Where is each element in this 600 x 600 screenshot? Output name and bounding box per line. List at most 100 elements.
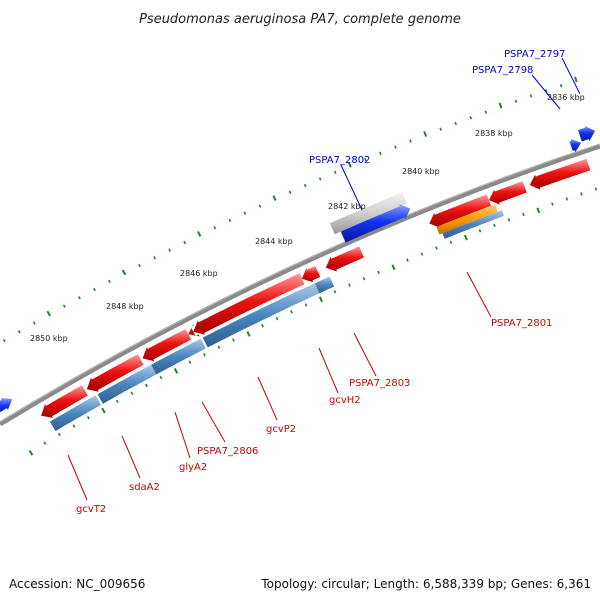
tick-label: 2840 kbp bbox=[402, 167, 440, 176]
gene-arrow-pspa7-2800[interactable] bbox=[489, 181, 527, 205]
cds-glya2[interactable] bbox=[151, 338, 206, 375]
minor-tick bbox=[594, 187, 598, 191]
minor-tick bbox=[565, 197, 569, 201]
minor-tick bbox=[116, 399, 119, 404]
minor-tick bbox=[258, 204, 262, 208]
genome-summary-text: Topology: circular; Length: 6,588,339 bp… bbox=[261, 577, 591, 591]
gene-label-pspa7-2801[interactable]: PSPA7_2801 bbox=[491, 318, 552, 329]
gene-label-pspa7-2806[interactable]: PSPA7_2806 bbox=[197, 446, 258, 457]
minor-tick bbox=[275, 316, 279, 321]
tick-label: 2844 kbp bbox=[255, 237, 293, 246]
tick-label: 2836 kbp bbox=[547, 93, 585, 102]
minor-tick bbox=[362, 277, 366, 281]
minor-tick bbox=[409, 139, 412, 143]
callout-line bbox=[561, 57, 581, 95]
reverse-strand-features bbox=[41, 158, 591, 418]
tick-label: 2846 kbp bbox=[180, 269, 218, 278]
gene-arrow-gcvt2[interactable] bbox=[41, 385, 88, 418]
gene-label-pspa7-2797[interactable]: PSPA7_2797 bbox=[504, 49, 565, 60]
minor-tick bbox=[130, 391, 134, 396]
genome-backbone-highlight bbox=[0, 143, 600, 423]
callout-line bbox=[67, 454, 88, 501]
minor-tick bbox=[168, 248, 172, 252]
minor-tick bbox=[469, 116, 473, 120]
minor-tick bbox=[435, 246, 438, 250]
minor-tick bbox=[57, 432, 61, 437]
minor-tick bbox=[32, 321, 36, 325]
gene-arrow-gcvh2[interactable] bbox=[301, 266, 321, 283]
minor-tick bbox=[188, 360, 192, 364]
gene-label-pspa7-2802[interactable]: PSPA7_2802 bbox=[309, 155, 370, 166]
minor-tick bbox=[484, 110, 488, 114]
gene-label-glya2[interactable]: glyA2 bbox=[179, 462, 207, 473]
minor-tick bbox=[318, 177, 322, 181]
cds-sdaa2[interactable] bbox=[97, 364, 157, 404]
minor-tick bbox=[478, 229, 482, 233]
tick-label: 2848 kbp bbox=[106, 302, 144, 311]
gene-label-pspa7-2803[interactable]: PSPA7_2803 bbox=[349, 378, 410, 389]
major-tick bbox=[121, 269, 127, 276]
gene-arrow-glya2[interactable] bbox=[142, 329, 192, 362]
minor-tick bbox=[145, 383, 148, 388]
pseudogene-pspa7-2802[interactable] bbox=[329, 192, 408, 235]
major-tick bbox=[173, 368, 179, 374]
gene-label-gcvp2[interactable]: gcvP2 bbox=[266, 424, 296, 435]
gene-label-pspa7-2798[interactable]: PSPA7_2798 bbox=[472, 65, 533, 76]
minor-tick bbox=[580, 192, 583, 196]
gene-arrow-pspa7-2798[interactable] bbox=[569, 138, 582, 153]
scale-ticks-inner bbox=[28, 187, 598, 456]
major-tick bbox=[463, 234, 468, 241]
minor-tick bbox=[551, 202, 554, 206]
minor-tick bbox=[304, 303, 308, 307]
gene-arrow-pspa7-2803[interactable] bbox=[325, 246, 364, 272]
forward-gene-arrow[interactable] bbox=[0, 397, 13, 416]
cds-gcvp2[interactable] bbox=[202, 283, 320, 348]
major-tick bbox=[423, 131, 428, 137]
minor-tick bbox=[454, 121, 457, 126]
minor-tick bbox=[529, 94, 533, 98]
callout-line bbox=[466, 271, 492, 318]
rna-pspa7-2801[interactable] bbox=[436, 204, 498, 235]
minor-tick bbox=[514, 99, 518, 103]
minor-tick bbox=[507, 218, 511, 222]
scale-ticks-outer bbox=[2, 76, 578, 343]
cds-gcvh2[interactable] bbox=[314, 276, 335, 294]
tick-label: 2838 kbp bbox=[475, 129, 513, 138]
cds-pspa7-2801[interactable] bbox=[442, 210, 504, 239]
cds-gcvt2[interactable] bbox=[49, 395, 101, 432]
minor-tick bbox=[183, 240, 187, 245]
major-tick bbox=[197, 231, 202, 237]
minor-tick bbox=[394, 145, 397, 149]
minor-tick bbox=[559, 83, 563, 88]
minor-tick bbox=[449, 240, 453, 244]
minor-tick bbox=[203, 353, 206, 357]
gene-arrow-sdaa2[interactable] bbox=[86, 354, 144, 392]
minor-tick bbox=[228, 218, 232, 223]
gene-label-sdaa2[interactable]: sdaA2 bbox=[129, 482, 160, 493]
gene-arrow-pspa7-2802[interactable] bbox=[340, 204, 411, 243]
callout-line bbox=[353, 332, 377, 377]
minor-tick bbox=[232, 338, 235, 342]
gene-arrow-gcvp2[interactable] bbox=[193, 273, 305, 335]
minor-tick bbox=[72, 424, 76, 428]
major-tick bbox=[28, 450, 34, 456]
gene-label-gcvh2[interactable]: gcvH2 bbox=[329, 395, 361, 406]
tick-label: 2850 kbp bbox=[30, 334, 68, 343]
callout-line bbox=[318, 347, 339, 394]
gene-label-gcvt2[interactable]: gcvT2 bbox=[76, 504, 106, 515]
minor-tick bbox=[153, 256, 157, 260]
minor-tick bbox=[62, 304, 66, 308]
gene-arrow-pspa7-2801[interactable] bbox=[429, 194, 492, 228]
minor-tick bbox=[406, 258, 409, 262]
gene-arrow-pspa7-2799[interactable] bbox=[529, 158, 591, 190]
minor-tick bbox=[93, 287, 96, 292]
major-tick bbox=[391, 264, 396, 271]
callout-line bbox=[531, 74, 561, 110]
gene-arrow-pspa7-2806[interactable] bbox=[188, 324, 200, 337]
minor-tick bbox=[159, 375, 163, 380]
scale-tick-labels: 2836 kbp 2838 kbp 2840 kbp 2842 kbp 2844… bbox=[30, 93, 585, 343]
major-tick bbox=[498, 102, 503, 109]
forward-strand-features bbox=[0, 125, 595, 416]
minor-tick bbox=[17, 330, 21, 334]
gene-arrow-pspa7-2797[interactable] bbox=[578, 125, 595, 142]
